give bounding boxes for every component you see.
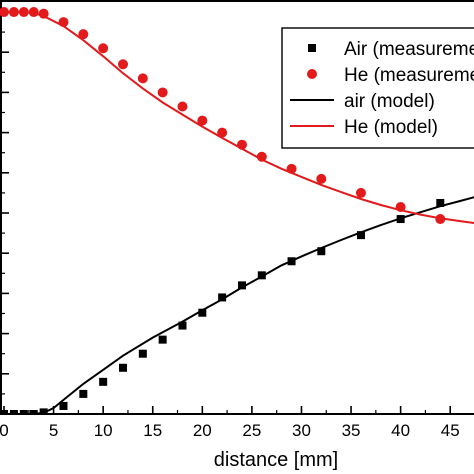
data-point-circle [435, 214, 446, 225]
data-point-circle [177, 101, 188, 112]
data-point-circle [316, 173, 327, 184]
data-point-square [317, 247, 326, 256]
x-tick-label: 15 [143, 421, 162, 440]
axes-layer [0, 0, 474, 415]
data-point-square [158, 335, 167, 344]
legend-label: Air (measurement) [344, 39, 474, 60]
legend-circle-swatch [307, 69, 317, 79]
data-point-square [178, 321, 187, 330]
data-point-square [218, 293, 227, 302]
data-point-square [59, 401, 68, 410]
data-point-square [19, 410, 28, 415]
x-tick-labels: 0 5 10 15 20 25 30 35 40 45 [0, 421, 460, 440]
data-point-circle [217, 127, 228, 138]
data-point-square [79, 389, 88, 398]
data-point-square [29, 410, 38, 415]
x-tick-label: 45 [441, 421, 460, 440]
x-tick-label: 40 [391, 421, 410, 440]
data-point-circle [137, 73, 148, 84]
data-point-square [436, 198, 445, 207]
data-point-circle [0, 7, 9, 18]
data-point-square [9, 410, 18, 415]
legend-label: air (model) [344, 91, 435, 112]
series-points [0, 7, 446, 415]
x-tick-label: 20 [193, 421, 212, 440]
data-point-square [237, 281, 246, 290]
data-point-square [396, 215, 405, 224]
x-tick-label: 0 [0, 421, 9, 440]
x-tick-label: 35 [342, 421, 361, 440]
data-point-circle [355, 187, 366, 198]
legend-label: He (model) [344, 117, 438, 138]
data-point-circle [18, 7, 29, 18]
data-point-circle [38, 8, 49, 19]
data-point-circle [197, 115, 208, 126]
data-point-circle [117, 59, 128, 70]
data-point-square [257, 271, 266, 280]
x-tick-label: 25 [242, 421, 261, 440]
legend-square-swatch [308, 44, 316, 52]
data-point-circle [286, 163, 297, 174]
legend: Air (measurement) He (measurement) air (mo… [281, 27, 474, 149]
data-point-circle [236, 139, 247, 150]
data-point-square [198, 308, 207, 317]
data-point-square [39, 408, 48, 415]
data-point-square [0, 410, 8, 415]
data-point-circle [28, 7, 39, 18]
legend-label: He (measurement) [344, 65, 474, 86]
series-line-2 [4, 196, 474, 415]
x-tick-label: 30 [292, 421, 311, 440]
x-axis-title: distance [mm] [214, 449, 338, 471]
data-point-square [138, 349, 147, 358]
data-point-circle [98, 43, 109, 54]
data-point-square [287, 257, 296, 266]
data-point-circle [8, 7, 19, 18]
data-point-circle [78, 29, 89, 40]
data-point-square [356, 231, 365, 240]
data-point-circle [157, 87, 168, 98]
x-tick-label: 10 [94, 421, 113, 440]
data-point-circle [395, 202, 406, 212]
x-tick-label: 5 [49, 421, 58, 440]
data-point-square [99, 377, 108, 386]
data-point-circle [256, 151, 267, 162]
data-point-circle [58, 17, 69, 28]
data-point-square [118, 363, 127, 372]
